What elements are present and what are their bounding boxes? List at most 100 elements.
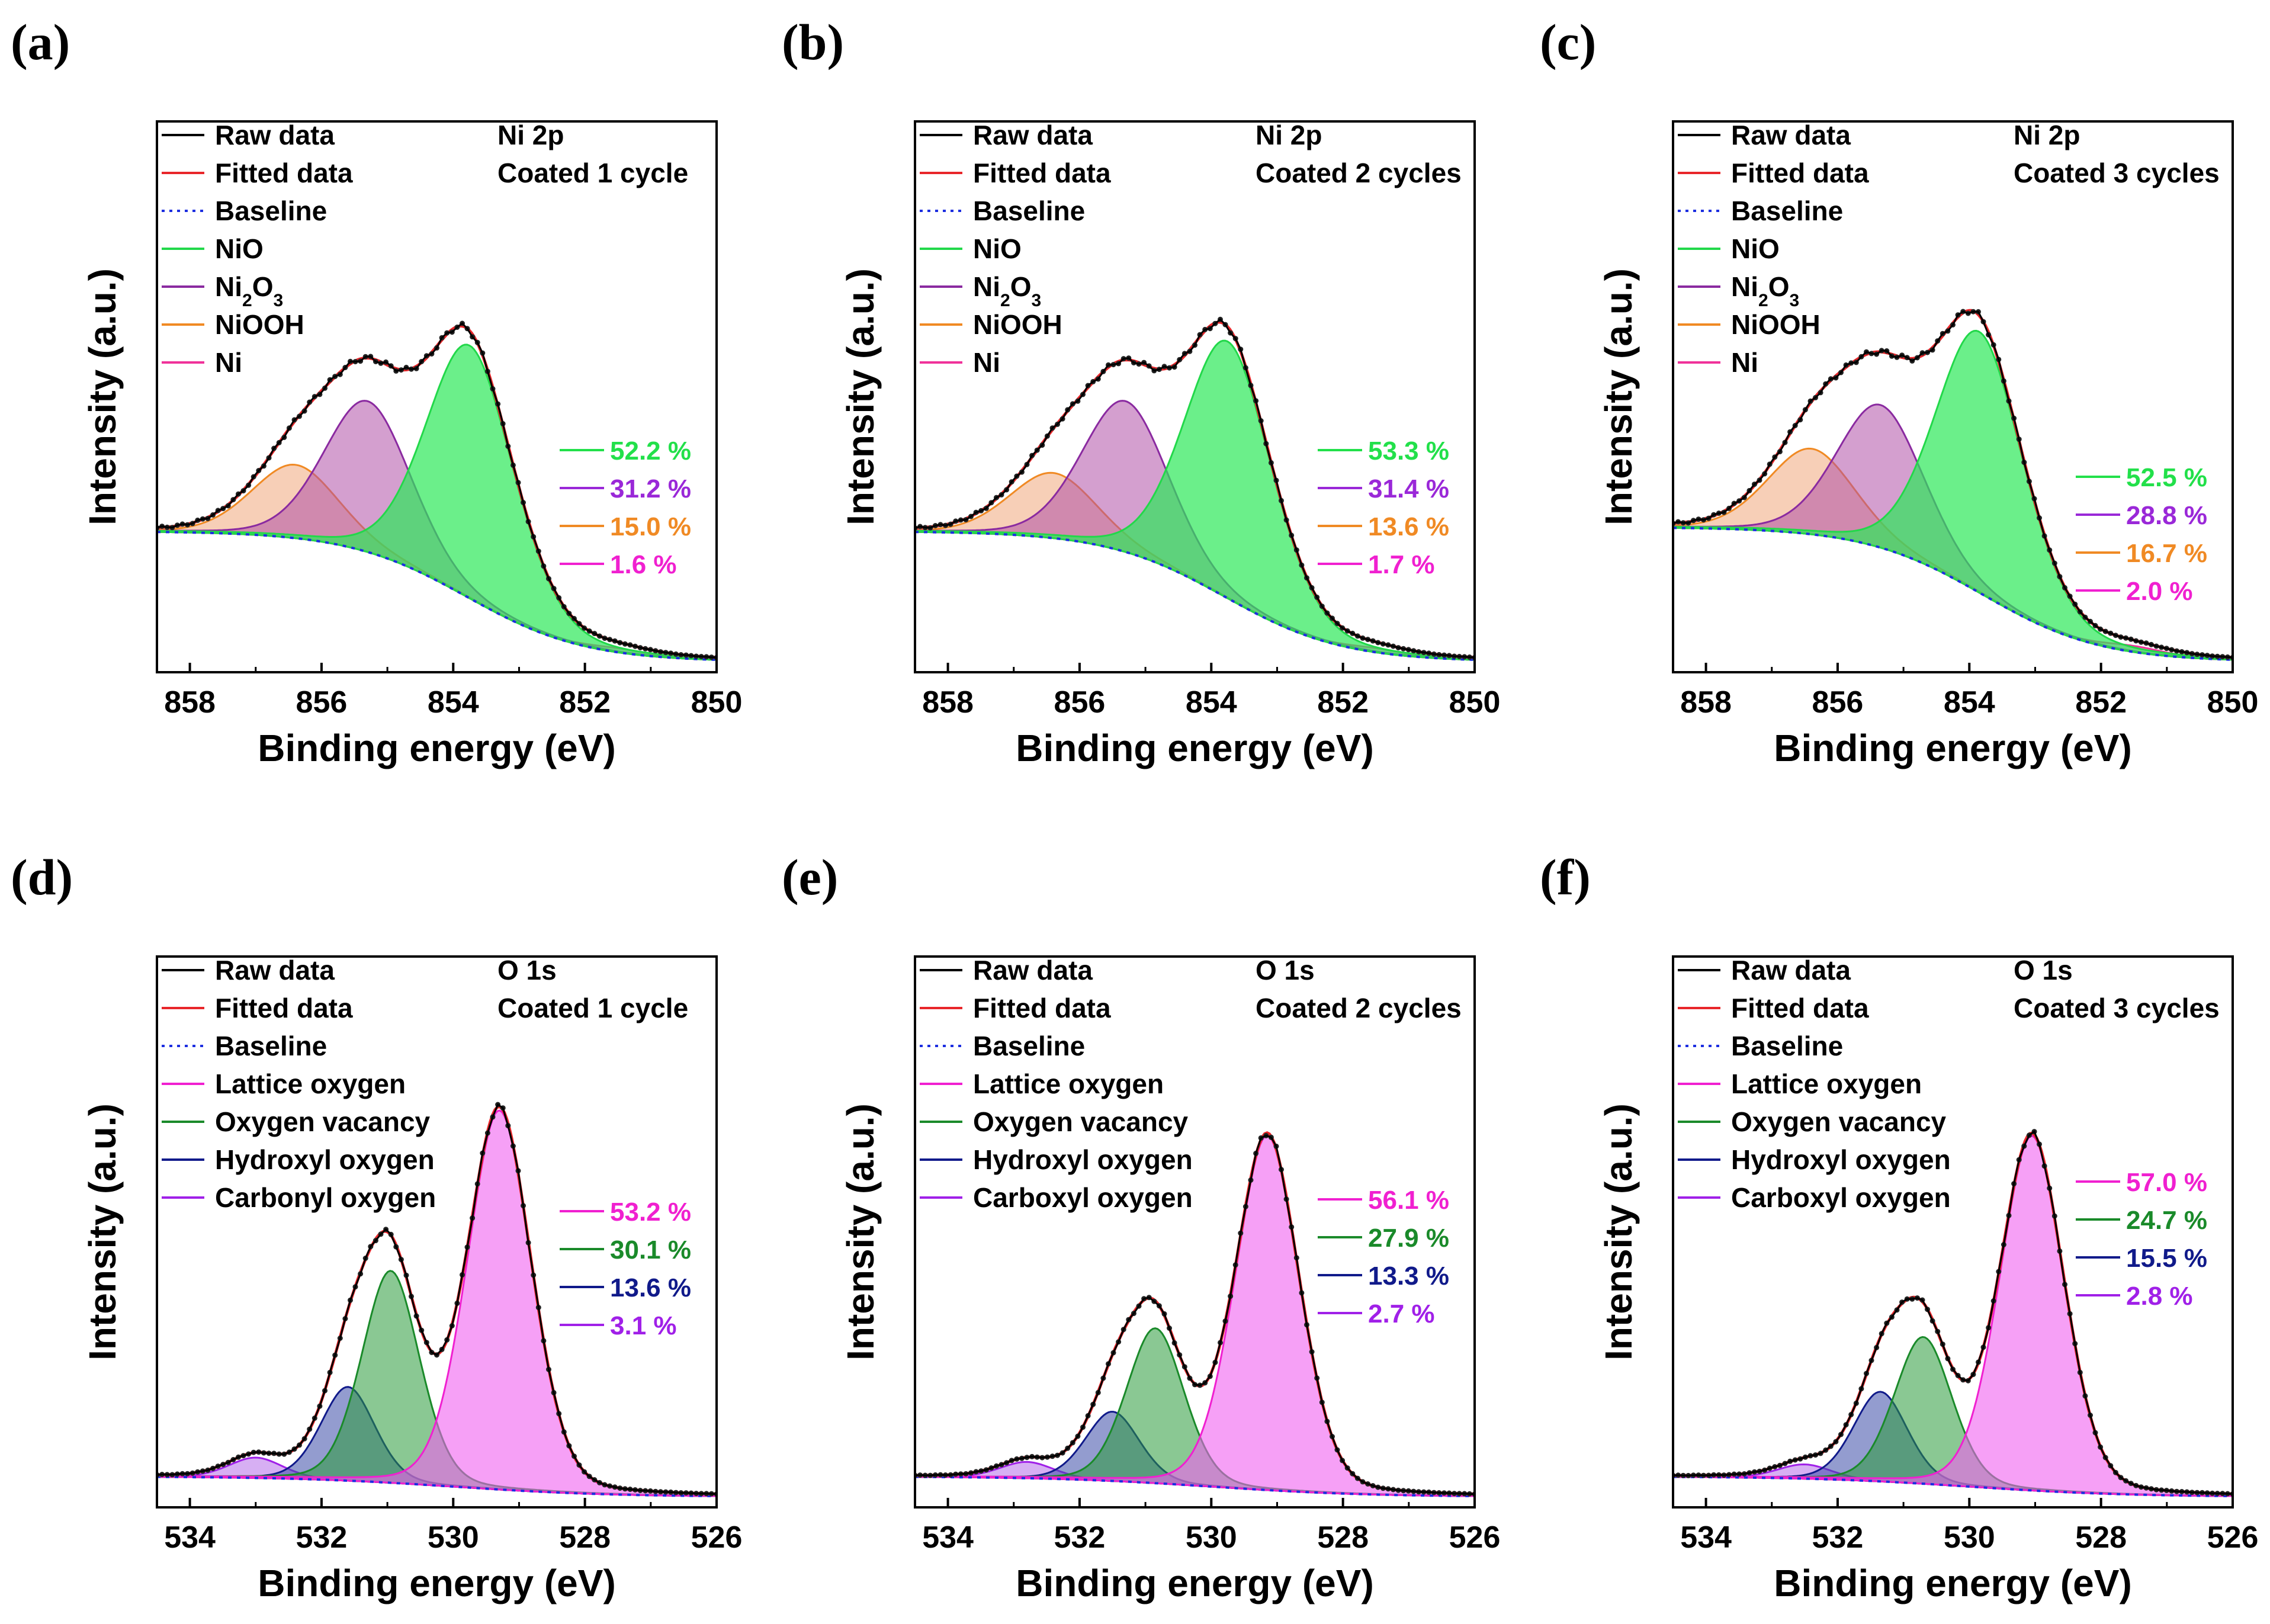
plot-area bbox=[157, 1102, 717, 1498]
percent-value: 57.0 % bbox=[2126, 1168, 2207, 1197]
legend-label-oxygen-vacancy: Oxygen vacancy bbox=[215, 1106, 431, 1137]
percent-labels: 56.1 % 27.9 % 13.3 % 2.7 % bbox=[1318, 1186, 1449, 1328]
x-tick-label: 854 bbox=[1186, 685, 1237, 720]
percent-value: 1.6 % bbox=[610, 550, 677, 579]
percent-value: 27.9 % bbox=[1368, 1224, 1449, 1253]
legend-label-ni: Ni bbox=[215, 347, 242, 378]
x-tick-label: 526 bbox=[1449, 1520, 1501, 1555]
y-axis-title: Intensity (a.u.) bbox=[81, 1103, 124, 1360]
percent-value: 53.3 % bbox=[1368, 437, 1449, 466]
x-tick-label: 532 bbox=[1054, 1520, 1106, 1555]
legend: Raw data Fitted data Baseline Lattice oxyge… bbox=[1678, 955, 1951, 1213]
x-tick-label: 858 bbox=[922, 685, 974, 720]
baseline-line bbox=[1673, 527, 2233, 661]
x-tick-label: 850 bbox=[2207, 685, 2259, 720]
legend-label-lattice-oxygen: Lattice oxygen bbox=[973, 1068, 1164, 1099]
component-lattice-oxygen bbox=[157, 1109, 717, 1497]
legend-label-raw-data: Raw data bbox=[215, 955, 335, 986]
panel-a: (a) 858 856 854 852 850 Binding energy (eV) Int… bbox=[11, 14, 742, 769]
legend-label-carboxyl-oxygen: Carboxyl oxygen bbox=[973, 1182, 1193, 1213]
percent-value: 53.2 % bbox=[610, 1198, 691, 1227]
legend-label-nio: NiO bbox=[1731, 233, 1780, 264]
spectrum-title: O 1s bbox=[497, 955, 557, 986]
legend-label-baseline: Baseline bbox=[1731, 1031, 1843, 1061]
raw-line bbox=[915, 1134, 1475, 1495]
sample-subtitle: Coated 3 cycles bbox=[2014, 158, 2220, 188]
legend-label-lattice-oxygen: Lattice oxygen bbox=[215, 1068, 406, 1099]
x-tick-label: 534 bbox=[164, 1520, 216, 1555]
panel-c: (c) 858 856 854 852 850 Binding energy (eV) Int… bbox=[1540, 14, 2258, 769]
x-axis-title: Binding energy (eV) bbox=[258, 1562, 616, 1604]
percent-value: 28.8 % bbox=[2126, 501, 2207, 530]
x-tick-label: 528 bbox=[1317, 1520, 1369, 1555]
plot-frame bbox=[914, 120, 1476, 673]
plot-frame bbox=[1672, 120, 2234, 673]
raw-line bbox=[1673, 1130, 2233, 1495]
x-tick-label: 852 bbox=[1317, 685, 1369, 720]
percent-value: 15.5 % bbox=[2126, 1244, 2207, 1273]
raw-line bbox=[1673, 310, 2233, 659]
spectrum-title: O 1s bbox=[2014, 955, 2073, 986]
legend-label-baseline: Baseline bbox=[973, 1031, 1085, 1061]
legend-label-fitted-data: Fitted data bbox=[215, 158, 353, 188]
x-tick-label: 858 bbox=[1680, 685, 1732, 720]
x-tick-label: 532 bbox=[296, 1520, 348, 1555]
panel-label: (f) bbox=[1540, 849, 1591, 906]
legend-label-raw-data: Raw data bbox=[1731, 120, 1851, 150]
component-nio bbox=[1673, 329, 2233, 661]
spectrum-title: Ni 2p bbox=[497, 120, 564, 150]
x-tick-label: 852 bbox=[2075, 685, 2127, 720]
percent-labels: 52.2 % 31.2 % 15.0 % 1.6 % bbox=[560, 437, 691, 579]
percent-labels: 53.2 % 30.1 % 13.6 % 3.1 % bbox=[560, 1198, 691, 1340]
plot-frame bbox=[914, 955, 1476, 1509]
sample-subtitle: Coated 2 cycles bbox=[1256, 993, 1462, 1023]
y-axis-title: Intensity (a.u.) bbox=[1597, 268, 1640, 525]
percent-labels: 57.0 % 24.7 % 15.5 % 2.8 % bbox=[2076, 1168, 2207, 1311]
sample-subtitle: Coated 1 cycle bbox=[497, 993, 688, 1023]
legend-label-hydroxyl-oxygen: Hydroxyl oxygen bbox=[973, 1144, 1193, 1175]
percent-value: 1.7 % bbox=[1368, 550, 1435, 579]
panel-label: (c) bbox=[1540, 14, 1596, 70]
component-nio bbox=[915, 339, 1475, 661]
legend-label-nio: NiO bbox=[215, 233, 264, 264]
panel-b: (b) 858 856 854 852 850 Binding energy (eV) Int… bbox=[782, 14, 1500, 769]
legend-label-fitted-data: Fitted data bbox=[973, 993, 1111, 1023]
y-axis-title: Intensity (a.u.) bbox=[839, 268, 882, 525]
legend: Raw data Fitted data Baseline Lattice oxyge… bbox=[162, 955, 436, 1213]
legend-label-raw-data: Raw data bbox=[973, 120, 1093, 150]
percent-value: 31.4 % bbox=[1368, 474, 1449, 503]
x-axis-title: Binding energy (eV) bbox=[1774, 727, 2132, 769]
x-tick-label: 856 bbox=[1054, 685, 1106, 720]
legend-label-oxygen-vacancy: Oxygen vacancy bbox=[973, 1106, 1189, 1137]
x-tick-label: 852 bbox=[559, 685, 611, 720]
legend: Raw data Fitted data Baseline Lattice oxyge… bbox=[920, 955, 1193, 1213]
y-axis-title: Intensity (a.u.) bbox=[1597, 1103, 1640, 1360]
x-tick-label: 526 bbox=[2207, 1520, 2259, 1555]
x-tick-label: 530 bbox=[1944, 1520, 1995, 1555]
legend-label-baseline: Baseline bbox=[973, 195, 1085, 226]
spectrum-title: Ni 2p bbox=[1256, 120, 1322, 150]
plot-frame bbox=[156, 955, 718, 1509]
legend-label-carboxyl-oxygen: Carboxyl oxygen bbox=[1731, 1182, 1951, 1213]
percent-value: 56.1 % bbox=[1368, 1186, 1449, 1215]
percent-value: 31.2 % bbox=[610, 474, 691, 503]
x-axis-title: Binding energy (eV) bbox=[1016, 727, 1374, 769]
x-tick-label: 858 bbox=[164, 685, 216, 720]
legend-label-raw-data: Raw data bbox=[215, 120, 335, 150]
legend-label-niooh: NiOOH bbox=[1731, 309, 1821, 340]
x-tick-label: 856 bbox=[1812, 685, 1864, 720]
legend-label-ni2o3: Ni2O3 bbox=[215, 271, 283, 310]
baseline-line bbox=[157, 531, 717, 662]
x-tick-label: 854 bbox=[1944, 685, 1995, 720]
percent-value: 13.3 % bbox=[1368, 1262, 1449, 1291]
component-lattice-oxygen bbox=[915, 1134, 1475, 1497]
legend-label-baseline: Baseline bbox=[215, 1031, 327, 1061]
percent-value: 2.7 % bbox=[1368, 1299, 1435, 1328]
legend-label-niooh: NiOOH bbox=[215, 309, 304, 340]
legend-label-ni2o3: Ni2O3 bbox=[973, 271, 1041, 310]
legend-label-lattice-oxygen: Lattice oxygen bbox=[1731, 1068, 1922, 1099]
legend: Raw data Fitted data Baseline NiO Ni2O3NiOOH… bbox=[1678, 120, 1869, 378]
legend-label-niooh: NiOOH bbox=[973, 309, 1062, 340]
x-tick-label: 856 bbox=[296, 685, 348, 720]
x-tick-label: 850 bbox=[691, 685, 743, 720]
